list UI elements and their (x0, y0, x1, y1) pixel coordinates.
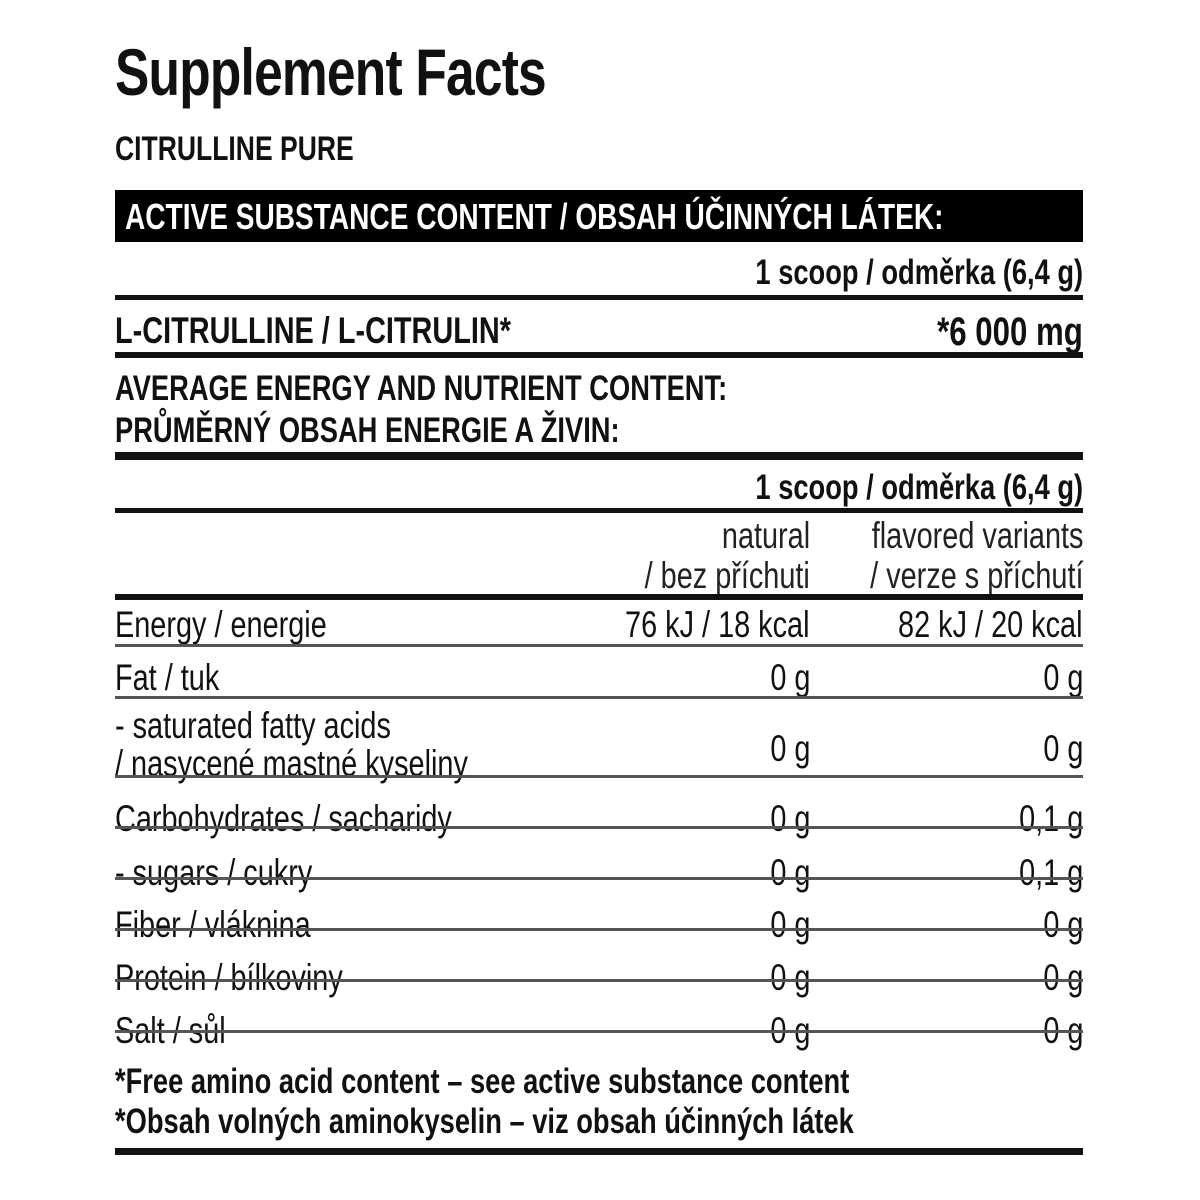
row-divider (115, 877, 1083, 880)
row-flavored-saturated: 0 g (1042, 728, 1083, 769)
row-natural-protein: 0 g (769, 957, 810, 998)
row-flavored-fiber: 0 g (1042, 904, 1083, 945)
row-natural-energy: 76 kJ / 18 kcal (625, 604, 810, 645)
active-header-bar (115, 190, 1083, 242)
row-divider (115, 979, 1083, 982)
column-header-flavored: flavored variants / verze s příchutí (869, 515, 1083, 596)
row-label-saturated: - saturated fatty acids / nasycené mastn… (115, 705, 468, 784)
footnote-en: *Free amino acid content – see active su… (115, 1062, 850, 1101)
row-natural-fiber: 0 g (769, 904, 810, 945)
page-title: Supplement Facts (115, 35, 547, 109)
ingredient-name: L-CITRULLINE / L-CITRULIN* (115, 310, 511, 351)
active-header: ACTIVE SUBSTANCE CONTENT / OBSAH ÚČINNÝC… (125, 196, 944, 237)
row-natural-fat: 0 g (769, 657, 810, 698)
divider (115, 508, 1083, 513)
divider (115, 594, 1083, 600)
row-label-fiber: Fiber / vláknina (115, 904, 311, 945)
row-divider (115, 775, 1083, 778)
footnote-cz: *Obsah volných aminokyselin – viz obsah … (115, 1102, 854, 1141)
row-label-energy: Energy / energie (115, 604, 327, 645)
row-label-carbohydrates: Carbohydrates / sacharidy (115, 798, 452, 839)
row-divider (115, 928, 1083, 931)
row-natural-saturated: 0 g (769, 728, 810, 769)
row-label-fat: Fat / tuk (115, 657, 220, 698)
row-label-sugars: - sugars / cukry (115, 852, 313, 893)
row-flavored-protein: 0 g (1042, 957, 1083, 998)
column-header-natural: natural / bez příchuti (644, 515, 810, 596)
row-divider (115, 696, 1083, 699)
nutrient-serving: 1 scoop / odměrka (6,4 g) (755, 468, 1083, 507)
nutrient-header: AVERAGE ENERGY AND NUTRIENT CONTENT: PRŮ… (115, 369, 728, 450)
row-divider (115, 1030, 1083, 1033)
ingredient-amount: *6 000 mg (937, 310, 1083, 354)
divider (115, 352, 1083, 358)
divider (115, 1148, 1083, 1155)
footnotes: *Free amino acid content – see active su… (115, 1062, 1062, 1142)
row-natural-sugars: 0 g (769, 852, 810, 893)
row-label-protein: Protein / bílkoviny (115, 957, 343, 998)
row-flavored-sugars: 0,1 g (1018, 852, 1083, 893)
row-natural-carbohydrates: 0 g (769, 798, 810, 839)
row-flavored-energy: 82 kJ / 20 kcal (898, 604, 1083, 645)
product-name: CITRULLINE PURE (115, 130, 354, 168)
row-flavored-fat: 0 g (1042, 657, 1083, 698)
row-flavored-carbohydrates: 0,1 g (1018, 798, 1083, 839)
row-divider (115, 826, 1083, 829)
divider (115, 295, 1083, 300)
row-divider (115, 644, 1083, 647)
divider (115, 452, 1083, 460)
active-serving: 1 scoop / odměrka (6,4 g) (755, 253, 1083, 292)
